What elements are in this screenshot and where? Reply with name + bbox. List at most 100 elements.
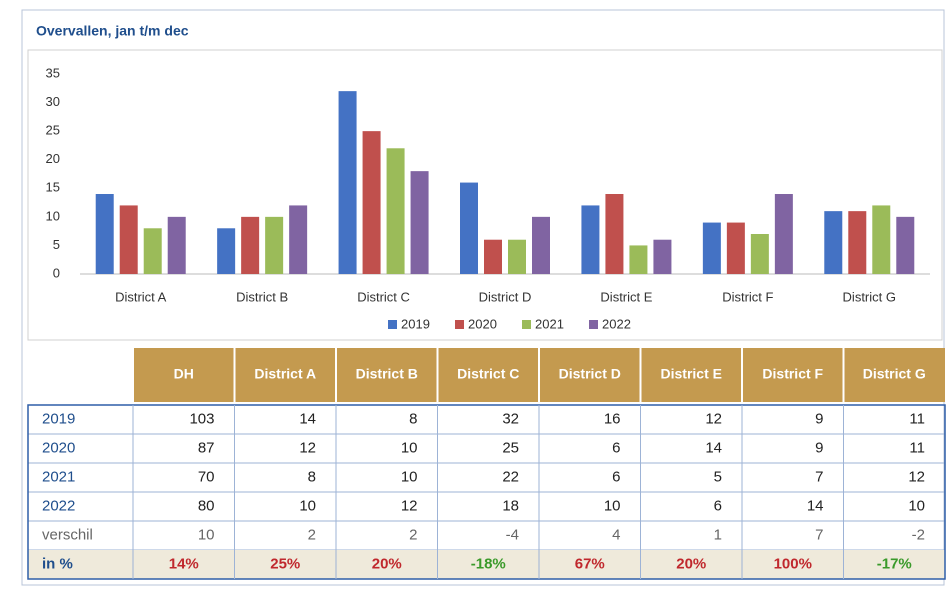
bar	[702, 222, 721, 274]
table-cell: 6	[612, 439, 620, 456]
row-label: 2019	[42, 410, 75, 427]
bar	[872, 205, 891, 274]
y-tick-label: 10	[46, 208, 60, 223]
table-cell: 1	[714, 526, 722, 543]
table-cell: 18	[502, 497, 519, 514]
row-label: verschil	[42, 526, 93, 543]
bar	[532, 216, 550, 274]
table-border	[27, 404, 946, 580]
x-tick-label: District B	[236, 289, 288, 304]
x-tick-label: District C	[357, 289, 410, 304]
y-tick-label: 25	[46, 123, 60, 138]
table-cell: 25	[502, 439, 519, 456]
legend-swatch	[388, 320, 397, 329]
bar	[143, 228, 162, 274]
bar	[119, 205, 138, 274]
table-cell: 87	[198, 439, 215, 456]
table-cell: 32	[502, 410, 519, 427]
legend-swatch	[522, 320, 531, 329]
table-cell: 7	[815, 526, 823, 543]
column-header: District B	[356, 366, 418, 382]
row-label: in %	[42, 555, 73, 572]
bar	[217, 228, 236, 274]
row-label: 2022	[42, 497, 75, 514]
bar	[241, 216, 260, 274]
table-cell: 6	[612, 468, 620, 485]
table-cell: 14%	[169, 555, 199, 572]
legend-swatch	[455, 320, 464, 329]
bar	[629, 245, 648, 274]
table-cell: 6	[714, 497, 722, 514]
row-label: 2021	[42, 468, 75, 485]
bar	[848, 211, 867, 274]
bar	[167, 216, 186, 274]
table-cell: 11	[909, 439, 925, 456]
table-cell: 67%	[575, 555, 605, 572]
table-cell: 100%	[774, 555, 812, 572]
table-cell: -4	[506, 526, 519, 543]
table-cell: 10	[401, 439, 418, 456]
table-cell: -2	[912, 526, 925, 543]
column-header: DH	[174, 366, 194, 382]
table-cell: 16	[604, 410, 621, 427]
y-tick-label: 15	[46, 180, 60, 195]
table-cell: 10	[908, 497, 925, 514]
bar	[824, 211, 843, 274]
y-tick-label: 30	[46, 94, 60, 109]
table-cell: 8	[308, 468, 316, 485]
y-tick-label: 20	[46, 151, 60, 166]
table-cell: 2	[409, 526, 417, 543]
table-cell: 4	[612, 526, 620, 543]
bar	[581, 205, 600, 274]
legend-label: 2021	[535, 316, 564, 331]
bar	[508, 239, 526, 274]
bar	[750, 234, 769, 274]
table-cell: 103	[189, 410, 214, 427]
bar	[896, 216, 915, 274]
x-tick-label: District F	[722, 289, 773, 304]
x-tick-label: District D	[479, 289, 532, 304]
bar	[653, 239, 672, 274]
column-header: District A	[254, 366, 316, 382]
legend-label: 2020	[468, 316, 497, 331]
table-cell: 5	[714, 468, 722, 485]
y-tick-label: 0	[53, 265, 60, 280]
column-header: District G	[863, 366, 926, 382]
plot-frame	[27, 49, 943, 341]
table-cell: 12	[908, 468, 925, 485]
frame	[21, 9, 945, 586]
table-cell: 25%	[270, 555, 300, 572]
row-bg	[28, 550, 945, 579]
table-cell: 14	[705, 439, 722, 456]
bar	[410, 171, 429, 274]
bar	[726, 222, 745, 274]
table-cell: 12	[705, 410, 722, 427]
bar	[605, 194, 624, 274]
column-header: District E	[661, 366, 722, 382]
bar	[265, 216, 284, 274]
x-tick-label: District G	[843, 289, 896, 304]
table-cell: 20%	[372, 555, 402, 572]
column-header: District C	[457, 366, 519, 382]
y-tick-label: 35	[46, 65, 60, 80]
table-cell: 70	[198, 468, 215, 485]
table-cell: 7	[815, 468, 823, 485]
legend-label: 2019	[401, 316, 430, 331]
column-header: District F	[762, 366, 823, 382]
table-cell: 14	[807, 497, 824, 514]
bar	[338, 91, 357, 275]
y-tick-label: 5	[53, 237, 60, 252]
bar	[774, 194, 793, 274]
chart-title: Overvallen, jan t/m dec	[36, 23, 189, 39]
table-cell: 22	[502, 468, 519, 485]
bar	[460, 182, 478, 274]
table-cell: 11	[909, 410, 925, 427]
table-cell: 10	[198, 526, 215, 543]
table-cell: 2	[308, 526, 316, 543]
table-cell: 14	[299, 410, 316, 427]
bar	[362, 131, 381, 274]
table-cell: 20%	[676, 555, 706, 572]
table-cell: 12	[299, 439, 316, 456]
bar	[95, 194, 114, 274]
